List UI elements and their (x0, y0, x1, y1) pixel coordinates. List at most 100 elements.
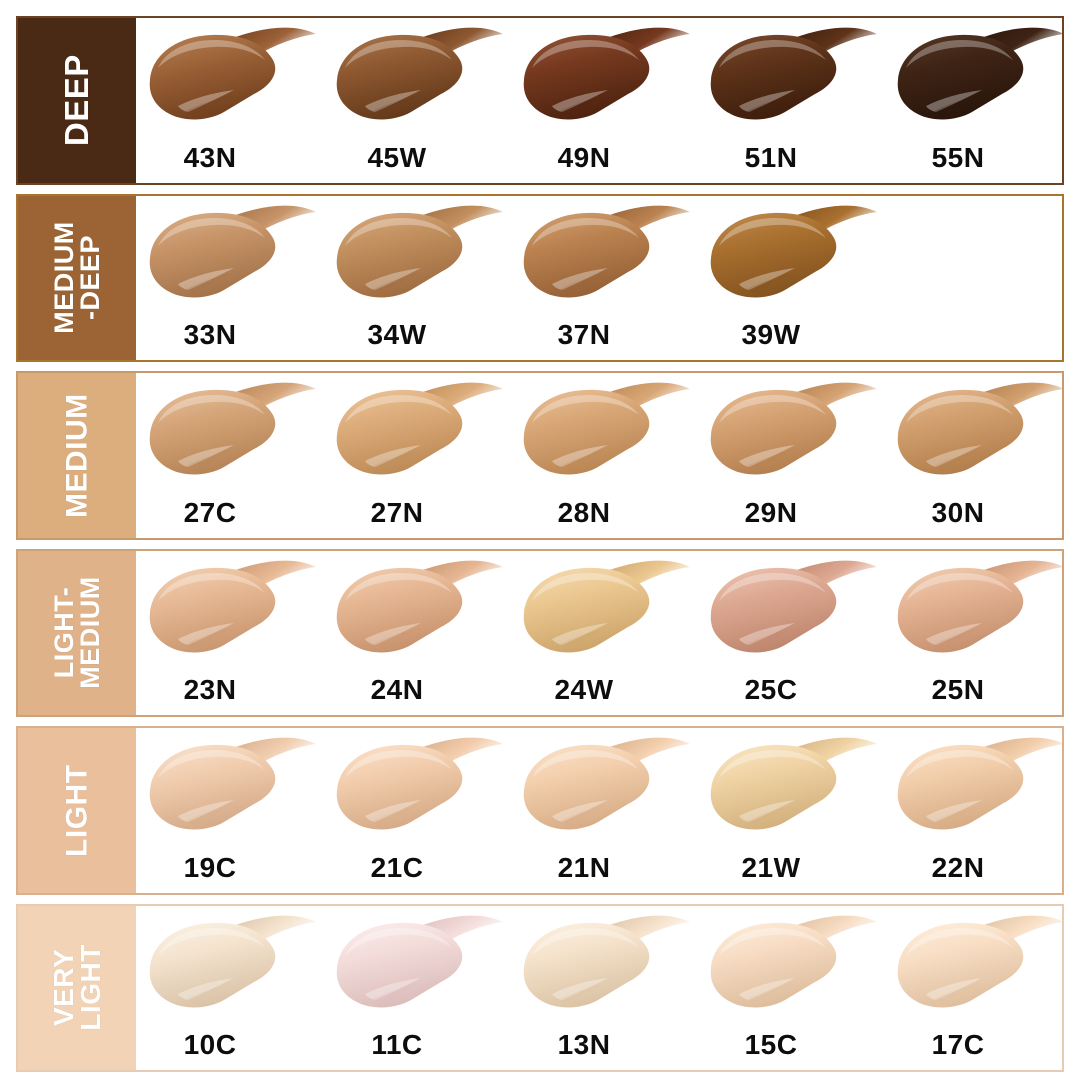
swatch-strip-light-medium: 23N 24N 24W 25C 25N (136, 550, 1062, 716)
shade-code-label: 24W (554, 674, 614, 705)
category-label-text: VERY LIGHT (47, 944, 106, 1032)
category-label-light: LIGHT (18, 728, 136, 893)
shade-row-medium: MEDIUM 27C 27N 28N 29N 30N (16, 371, 1064, 540)
shade-code-label: 11C (371, 1029, 423, 1060)
shade-code-label: 21W (741, 851, 801, 883)
foundation-smear-icon (699, 379, 884, 485)
foundation-smear-icon (325, 912, 510, 1018)
foundation-smear-icon (512, 734, 697, 840)
shade-code-label: 28N (557, 496, 611, 528)
shade-code-label: 22N (931, 851, 985, 883)
category-label-light-medium: LIGHT- MEDIUM (18, 550, 136, 715)
shade-code-label: 27N (370, 496, 424, 528)
swatch-strip-light: 19C 21C 21N 21W 22N (136, 728, 1062, 893)
shade-row-medium-deep: MEDIUM -DEEP 33N 34W 37N 39W (16, 193, 1064, 362)
foundation-smear-icon (699, 24, 884, 130)
shade-swatch-55N[interactable]: 55N (884, 18, 1062, 183)
shade-code-label: 34W (367, 319, 427, 350)
shade-code-label: 19C (183, 851, 237, 883)
shade-swatch-43N[interactable]: 43N (136, 18, 323, 183)
category-label-medium-deep: MEDIUM -DEEP (18, 195, 136, 360)
shade-code-label: 29N (744, 496, 798, 528)
shade-swatch-10C[interactable]: 10C (136, 906, 323, 1071)
category-label-text: MEDIUM -DEEP (48, 221, 105, 335)
foundation-smear-icon (325, 24, 510, 130)
shade-swatch-21C[interactable]: 21C (323, 728, 510, 893)
shade-swatch-23N[interactable]: 23N (136, 551, 323, 716)
shade-swatch-21W[interactable]: 21W (697, 728, 884, 893)
category-label-medium: MEDIUM (18, 373, 136, 538)
shade-swatch-13N[interactable]: 13N (510, 906, 697, 1071)
shade-code-label: 27C (183, 496, 237, 528)
foundation-smear-icon (138, 379, 323, 485)
shade-swatch-25C[interactable]: 25C (697, 551, 884, 716)
shade-swatch-24N[interactable]: 24N (323, 551, 510, 716)
category-label-very-light: VERY LIGHT (18, 905, 136, 1070)
foundation-smear-icon (325, 557, 510, 663)
shade-row-light-medium: LIGHT- MEDIUM 23N 24N 24W 25C 25N (16, 548, 1064, 717)
foundation-smear-icon (325, 734, 510, 840)
foundation-smear-icon (512, 202, 697, 308)
shade-swatch-34W[interactable]: 34W (323, 196, 510, 361)
shade-code-label: 21C (370, 851, 424, 883)
foundation-smear-icon (886, 912, 1062, 1018)
shade-row-deep: DEEP 43N 45W 49N 51N 55N (16, 16, 1064, 185)
shade-swatch-37N[interactable]: 37N (510, 196, 697, 361)
swatch-strip-deep: 43N 45W 49N 51N 55N (136, 18, 1062, 183)
foundation-smear-icon (138, 24, 323, 130)
category-label-text: DEEP (57, 54, 95, 147)
shade-swatch-49N[interactable]: 49N (510, 18, 697, 183)
shade-swatch-22N[interactable]: 22N (884, 728, 1062, 893)
shade-code-label: 23N (183, 674, 237, 705)
shade-swatch-27N[interactable]: 27N (323, 373, 510, 538)
shade-swatch-45W[interactable]: 45W (323, 18, 510, 183)
foundation-smear-icon (512, 912, 697, 1018)
shade-swatch-51N[interactable]: 51N (697, 18, 884, 183)
shade-swatch-30N[interactable]: 30N (884, 373, 1062, 538)
foundation-smear-icon (138, 734, 323, 840)
foundation-smear-icon (512, 379, 697, 485)
shade-swatch-33N[interactable]: 33N (136, 196, 323, 361)
shade-code-label: 51N (744, 141, 798, 173)
foundation-smear-icon (886, 379, 1062, 485)
foundation-smear-icon (886, 24, 1062, 130)
shade-swatch-39W[interactable]: 39W (697, 196, 884, 361)
swatch-strip-medium: 27C 27N 28N 29N 30N (136, 373, 1062, 538)
shade-row-very-light: VERY LIGHT10C11C13N15C17C17N (16, 903, 1064, 1072)
shade-code-label: 17C (931, 1029, 985, 1060)
foundation-smear-icon (699, 734, 884, 840)
foundation-smear-icon (325, 202, 510, 308)
shade-swatch-15C[interactable]: 15C (697, 906, 884, 1071)
shade-code-label: 39W (741, 319, 801, 350)
shade-swatch-24W[interactable]: 24W (510, 551, 697, 716)
shade-row-light: LIGHT 19C 21C 21N 21W 22N (16, 726, 1064, 895)
swatch-strip-very-light: 10C11C13N15C17C17N (136, 905, 1062, 1071)
shade-code-label: 33N (183, 319, 237, 350)
shade-swatch-27C[interactable]: 27C (136, 373, 323, 538)
foundation-smear-icon (699, 202, 884, 308)
swatch-strip-medium-deep: 33N 34W 37N 39W (136, 195, 1062, 361)
foundation-smear-icon (512, 24, 697, 130)
shade-swatch-25N[interactable]: 25N (884, 551, 1062, 716)
category-label-text: MEDIUM (60, 392, 94, 518)
category-label-text: LIGHT- MEDIUM (48, 576, 105, 690)
shade-code-label: 45W (367, 141, 427, 173)
shade-code-label: 55N (931, 141, 985, 173)
foundation-smear-icon (699, 557, 884, 663)
shade-swatch-17C[interactable]: 17C (884, 906, 1062, 1071)
category-label-deep: DEEP (18, 18, 136, 183)
foundation-smear-icon (886, 557, 1062, 663)
category-label-text: LIGHT (60, 763, 94, 857)
shade-code-label: 37N (557, 319, 611, 350)
shade-code-label: 30N (931, 496, 985, 528)
foundation-smear-icon (325, 379, 510, 485)
foundation-smear-icon (138, 202, 323, 308)
shade-swatch-29N[interactable]: 29N (697, 373, 884, 538)
shade-swatch-11C[interactable]: 11C (323, 906, 510, 1071)
shade-code-label: 13N (557, 1029, 611, 1060)
shade-swatch-19C[interactable]: 19C (136, 728, 323, 893)
shade-swatch-21N[interactable]: 21N (510, 728, 697, 893)
shade-swatch-28N[interactable]: 28N (510, 373, 697, 538)
foundation-smear-icon (699, 912, 884, 1018)
